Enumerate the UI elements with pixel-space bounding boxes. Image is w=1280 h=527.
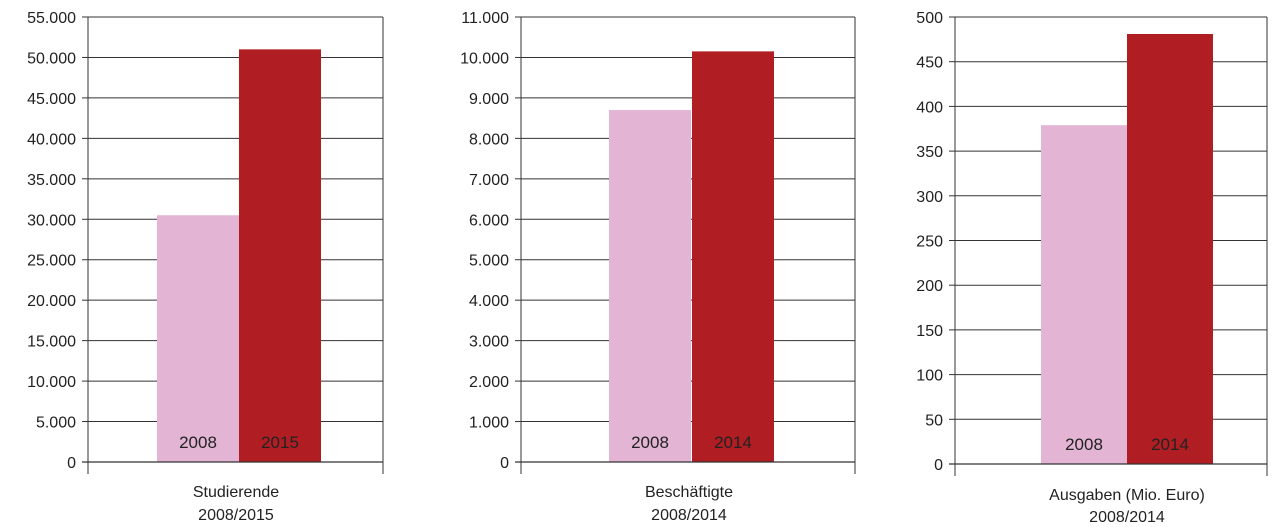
y-tick-label: 10.000 xyxy=(460,50,509,67)
y-tick-label: 500 xyxy=(916,10,943,27)
y-tick-label: 5.000 xyxy=(36,415,76,432)
y-tick-label: 0 xyxy=(934,457,943,474)
x-axis-caption: Ausgaben (Mio. Euro) xyxy=(1049,487,1205,504)
y-tick-label: 400 xyxy=(916,99,943,116)
bar-2014 xyxy=(1127,33,1213,465)
x-axis-caption: 2008/2015 xyxy=(198,507,274,524)
y-tick-label: 11.000 xyxy=(461,10,509,27)
bar-category-label: 2008 xyxy=(1065,435,1103,454)
y-tick-label: 350 xyxy=(916,144,943,161)
chart-panel-2: 11.000 10.000 9.000 8.000 7.000 6.000 5.000 4.0… xyxy=(460,10,856,524)
bar-2008 xyxy=(609,110,691,462)
y-tick-label: 40.000 xyxy=(27,131,76,148)
x-axis-caption: Beschäftigte xyxy=(645,484,733,501)
y-tick-label: 30.000 xyxy=(27,212,76,229)
y-tick-label: 2.000 xyxy=(469,374,509,391)
y-tick-label: 4.000 xyxy=(469,293,509,310)
y-tick-label: 250 xyxy=(916,234,943,251)
y-tick-label: 45.000 xyxy=(27,91,76,108)
y-tick-label: 25.000 xyxy=(27,253,76,270)
bar-2015 xyxy=(239,49,321,462)
y-tick-label: 15.000 xyxy=(27,334,76,351)
y-tick-label: 7.000 xyxy=(469,172,509,189)
y-tick-label: 0 xyxy=(67,455,76,472)
y-tick-label: 450 xyxy=(916,55,943,72)
y-tick-label: 8.000 xyxy=(469,131,509,148)
x-axis-caption: 2008/2014 xyxy=(651,507,727,524)
chart-panel-1: 55.000 50.000 45.000 40.000 35.000 30.000 25.0… xyxy=(27,10,384,524)
y-tick-label: 5.000 xyxy=(469,253,509,270)
bar-category-label: 2008 xyxy=(179,433,217,452)
y-tick-label: 10.000 xyxy=(27,374,76,391)
bar-category-label: 2014 xyxy=(714,433,752,452)
y-tick-label: 55.000 xyxy=(27,10,76,27)
y-tick-label: 50 xyxy=(925,412,943,429)
y-tick-label: 200 xyxy=(916,278,943,295)
y-tick-label: 50.000 xyxy=(27,50,76,67)
bar-2008 xyxy=(1041,125,1127,464)
bar-category-label: 2015 xyxy=(261,433,299,452)
y-tick-label: 6.000 xyxy=(469,212,509,229)
bar-category-label: 2008 xyxy=(631,433,669,452)
y-tick-label: 1.000 xyxy=(469,415,509,432)
y-tick-label: 3.000 xyxy=(469,334,509,351)
bar-2014 xyxy=(692,51,774,463)
y-tick-label: 0 xyxy=(500,455,509,472)
y-tick-label: 300 xyxy=(916,189,943,206)
y-tick-label: 9.000 xyxy=(469,91,509,108)
y-tick-label: 150 xyxy=(916,323,943,340)
x-axis-caption: 2008/2014 xyxy=(1089,509,1165,526)
x-axis-caption: Studierende xyxy=(193,484,279,501)
y-tick-label: 35.000 xyxy=(27,172,76,189)
bar-2008 xyxy=(157,215,239,462)
y-tick-label: 100 xyxy=(916,368,943,385)
y-tick-label: 20.000 xyxy=(27,293,76,310)
bar-category-label: 2014 xyxy=(1151,435,1189,454)
